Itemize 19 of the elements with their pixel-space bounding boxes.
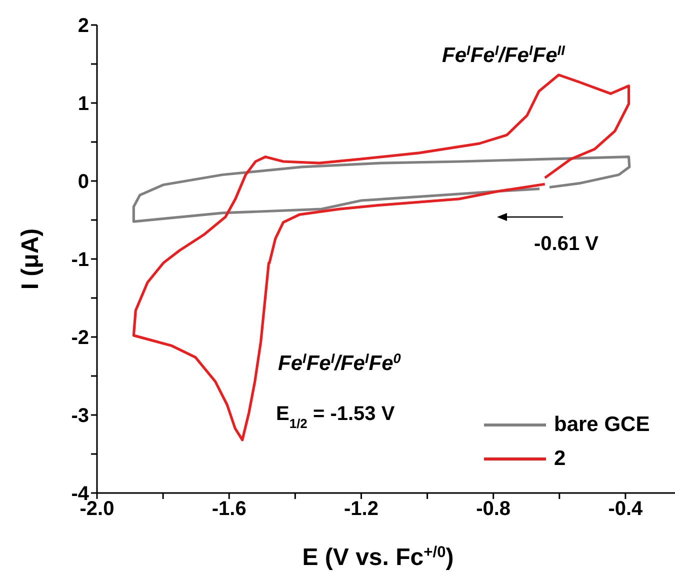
annotation: -0.61 V bbox=[534, 233, 600, 255]
annotation: E$_{1/2}$ = -1.53 V bbox=[276, 403, 396, 430]
x-tick-label: -0.8 bbox=[476, 498, 511, 520]
y-tick-label: 1 bbox=[78, 93, 89, 116]
x-tick-label: -1.2 bbox=[344, 498, 378, 520]
y-tick-label: -2 bbox=[71, 327, 89, 350]
x-tick-label: -0.4 bbox=[608, 498, 644, 520]
legend-label: 2 bbox=[554, 447, 566, 471]
y-axis-title: I (μA) bbox=[17, 228, 44, 290]
x-axis-title: E (V vs. Fc$^{+/0}$) bbox=[302, 544, 454, 571]
annotation: Fe$^{I}$Fe$^{I}$/Fe$^{I}$Fe$^{0}$ bbox=[278, 350, 402, 375]
y-tick-label: 2 bbox=[78, 15, 89, 38]
y-tick-label: 0 bbox=[78, 171, 89, 194]
legend-label: bare GCE bbox=[554, 413, 650, 437]
line-series bbox=[132, 156, 631, 223]
y-tick-label: -1 bbox=[71, 249, 89, 272]
x-tick-label: -1.6 bbox=[212, 498, 246, 520]
annotation: Fe$^{I}$Fe$^{I}$/Fe$^{I}$Fe$^{II}$ bbox=[442, 42, 566, 67]
y-tick-label: -3 bbox=[71, 405, 89, 428]
